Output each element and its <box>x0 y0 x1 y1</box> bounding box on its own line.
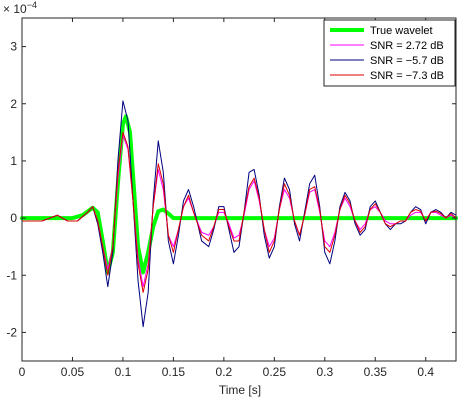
x-tick-label: 0.4 <box>417 365 434 379</box>
series-layer <box>20 100 458 328</box>
series-line-3 <box>21 131 457 293</box>
tick-layer: 0 0.05 0.1 0.15 0.2 0.25 0.3 0.35 0.4 -2 -1 0 1 2 3 <box>6 18 456 379</box>
legend-label-0: True wavelet <box>370 25 433 37</box>
series-line-0 <box>20 114 458 275</box>
x-axis-label: Time [s] <box>219 383 261 397</box>
axes-box <box>21 17 457 362</box>
x-tick-label: 0.1 <box>115 365 132 379</box>
legend: True wavelet SNR = 2.72 dB SNR = −5.7 dB SN… <box>323 19 456 87</box>
x-tick-label: 0.2 <box>216 365 233 379</box>
y-tick-label: -2 <box>6 325 17 339</box>
y-tick-label: 2 <box>10 97 17 111</box>
legend-label-1: SNR = 2.72 dB <box>370 40 444 52</box>
x-tick-label: 0.05 <box>61 365 85 379</box>
axes-layer <box>21 17 457 362</box>
legend-label-2: SNR = −5.7 dB <box>370 55 444 67</box>
y-tick-label: -1 <box>6 268 17 282</box>
y-exponent-label: × 10−4 <box>3 0 37 16</box>
legend-label-3: SNR = −7.3 dB <box>370 70 444 82</box>
y-tick-label: 3 <box>10 40 17 54</box>
x-tick-label: 0 <box>19 365 26 379</box>
y-exponent-power: −4 <box>27 0 37 10</box>
x-tick-label: 0.15 <box>162 365 186 379</box>
x-tick-label: 0.35 <box>364 365 388 379</box>
y-tick-label: 0 <box>10 211 17 225</box>
y-exponent-base: × 10 <box>3 2 27 16</box>
y-tick-label: 1 <box>10 154 17 168</box>
x-tick-label: 0.3 <box>316 365 333 379</box>
x-tick-label: 0.25 <box>263 365 287 379</box>
